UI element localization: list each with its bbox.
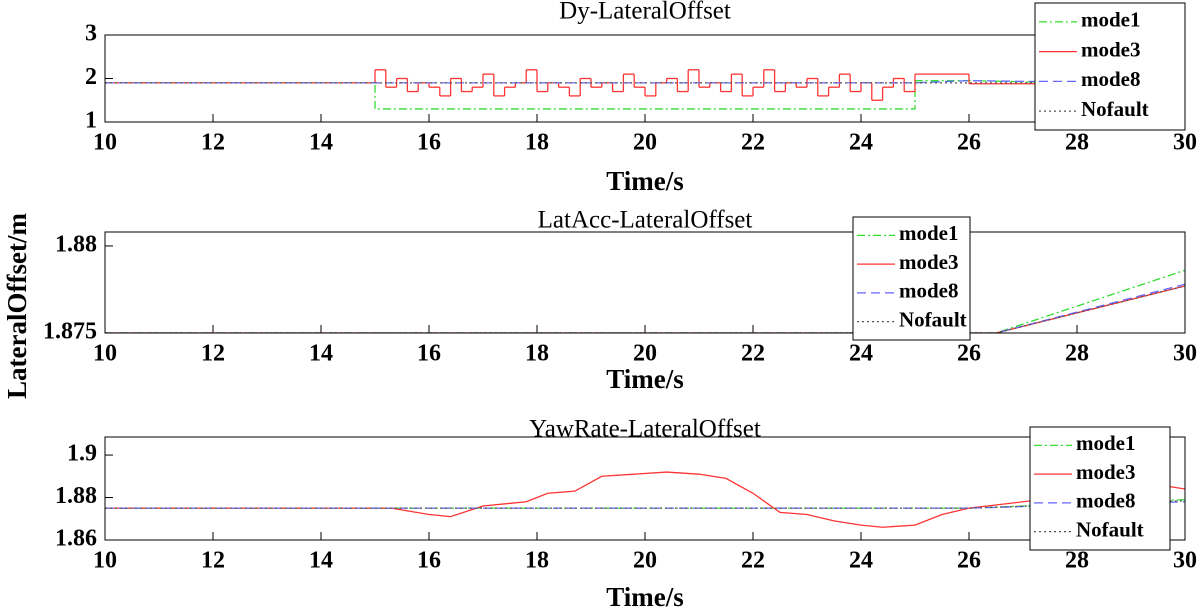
x-tick-label: 24 — [849, 548, 873, 574]
chart-title: Dy-LateralOffset — [559, 0, 731, 25]
legend-box — [852, 216, 971, 341]
legend-label: Nofault — [1081, 97, 1149, 121]
legend-label: Nofault — [1076, 517, 1144, 541]
series-line — [105, 501, 1185, 509]
legend-label: mode3 — [899, 250, 959, 274]
x-tick-label: 20 — [633, 341, 657, 367]
plot-area — [105, 269, 1185, 333]
legend-label: mode1 — [1076, 431, 1136, 455]
series-line — [105, 285, 1185, 333]
x-tick-label: 30 — [1173, 130, 1197, 156]
x-tick-label: 16 — [417, 548, 441, 574]
x-tick-label: 20 — [633, 130, 657, 156]
axes-frame — [104, 231, 1186, 334]
chart-title: LatAcc-LateralOffset — [538, 207, 753, 234]
x-tick-label: 18 — [525, 341, 549, 367]
legend-label: mode3 — [1081, 37, 1141, 61]
y-tick-label: 2 — [85, 64, 97, 90]
y-tick-label: 1.88 — [55, 483, 97, 509]
x-tick-label: 28 — [1065, 548, 1089, 574]
y-tick-label: 1.9 — [67, 441, 97, 467]
x-tick-label: 28 — [1065, 341, 1089, 367]
x-tick-label: 16 — [417, 341, 441, 367]
x-tick-label: 14 — [309, 341, 333, 367]
x-tick-label: 18 — [525, 130, 549, 156]
legend-label: Nofault — [899, 307, 967, 331]
y-tick-label: 1.875 — [43, 319, 97, 345]
x-axis-label: Time/s — [606, 166, 684, 196]
legend-label: mode8 — [1081, 67, 1141, 91]
x-tick-label: 10 — [93, 548, 117, 574]
legend-box — [1029, 426, 1171, 551]
x-tick-label: 22 — [741, 548, 765, 574]
y-tick-label: 3 — [85, 21, 97, 47]
y-tick-label: 1 — [85, 108, 97, 134]
x-tick-label: 24 — [849, 341, 873, 367]
axes-frame — [104, 436, 1186, 541]
x-tick-label: 24 — [849, 130, 873, 156]
legend-label: mode8 — [1076, 489, 1136, 513]
x-tick-label: 30 — [1173, 341, 1197, 367]
plot-area — [105, 471, 1185, 528]
legend-label: mode1 — [899, 221, 959, 245]
x-tick-label: 16 — [417, 130, 441, 156]
x-tick-label: 12 — [201, 341, 225, 367]
x-tick-label: 22 — [741, 341, 765, 367]
x-axis-label: Time/s — [606, 582, 684, 612]
x-tick-label: 26 — [957, 130, 981, 156]
x-tick-label: 22 — [741, 130, 765, 156]
x-tick-label: 20 — [633, 548, 657, 574]
x-tick-label: 26 — [957, 341, 981, 367]
x-tick-label: 30 — [1173, 548, 1197, 574]
x-tick-label: 12 — [201, 130, 225, 156]
plot-area — [105, 69, 1185, 110]
legend-label: mode3 — [1076, 460, 1136, 484]
chart-title: YawRate-LateralOffset — [529, 416, 761, 443]
x-tick-label: 28 — [1065, 130, 1089, 156]
x-tick-label: 14 — [309, 548, 333, 574]
legend-label: mode8 — [899, 279, 959, 303]
x-tick-label: 26 — [957, 548, 981, 574]
x-tick-label: 14 — [309, 130, 333, 156]
legend-label: mode1 — [1081, 8, 1141, 32]
x-tick-label: 10 — [93, 341, 117, 367]
y-tick-label: 1.88 — [55, 231, 97, 257]
y-tick-label: 1.86 — [55, 526, 97, 552]
legend-box — [1034, 2, 1186, 131]
x-tick-label: 18 — [525, 548, 549, 574]
x-tick-label: 12 — [201, 548, 225, 574]
x-tick-label: 10 — [93, 130, 117, 156]
series-line — [105, 269, 1185, 333]
x-axis-label: Time/s — [606, 364, 684, 394]
y-axis-label: LateralOffset/m — [2, 213, 32, 399]
series-line — [105, 471, 1185, 528]
